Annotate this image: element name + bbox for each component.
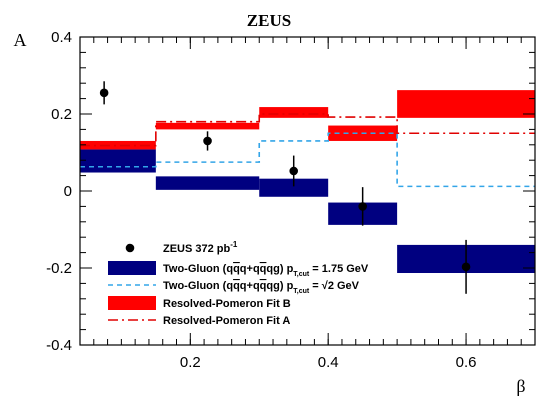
legend-label-two-gluon-sqrt2: Two-Gluon (qqq+qqqg) pT,cut = √2 GeV: [163, 280, 360, 295]
resolved-b-band: [259, 107, 329, 118]
data-point: [203, 136, 212, 146]
y-tick-label: 0.4: [51, 29, 72, 46]
chart-title: ZEUS: [247, 11, 291, 30]
data-point: [289, 166, 299, 176]
resolved-b-band: [155, 122, 260, 130]
plot-area: [80, 81, 535, 294]
data-point: [99, 88, 109, 98]
legend-data-marker: [125, 243, 135, 253]
two-gluon-band: [80, 149, 156, 173]
legend-resolved-b-swatch: [108, 296, 156, 310]
y-axis-label: A: [14, 30, 27, 50]
two-gluon-band: [155, 176, 260, 190]
data-point: [461, 262, 471, 272]
legend-label-two-gluon-175: Two-Gluon (qqq+qqqg) pT,cut = 1.75 GeV: [163, 263, 369, 278]
legend-label-resolved-b: Resolved-Pomeron Fit B: [163, 298, 291, 310]
legend-label-data: ZEUS 372 pb-1: [163, 240, 238, 255]
resolved-b-band: [397, 90, 535, 118]
resolved-a-line: [80, 113, 535, 147]
y-tick-label: -0.2: [46, 260, 72, 277]
two-gluon-band: [259, 178, 329, 197]
y-tick-label: 0: [64, 183, 72, 200]
resolved-b-band: [80, 140, 156, 150]
x-tick-label: 0.4: [318, 354, 339, 371]
y-tick-label: -0.4: [46, 337, 72, 354]
axes: -0.4 -0.2 0 0.2 0.4 0.2 0.4 0.6: [46, 29, 536, 371]
y-tick-label: 0.2: [51, 106, 72, 123]
legend: ZEUS 372 pb-1 Two-Gluon (qqq+qqqg) pT,cut…: [108, 240, 369, 327]
x-axis-label: β: [516, 376, 525, 396]
legend-two-gluon-swatch: [108, 261, 156, 275]
legend-label-resolved-a: Resolved-Pomeron Fit A: [163, 315, 290, 327]
data-point: [358, 202, 367, 211]
x-tick-label: 0.2: [180, 354, 201, 371]
x-tick-label: 0.6: [456, 354, 477, 371]
